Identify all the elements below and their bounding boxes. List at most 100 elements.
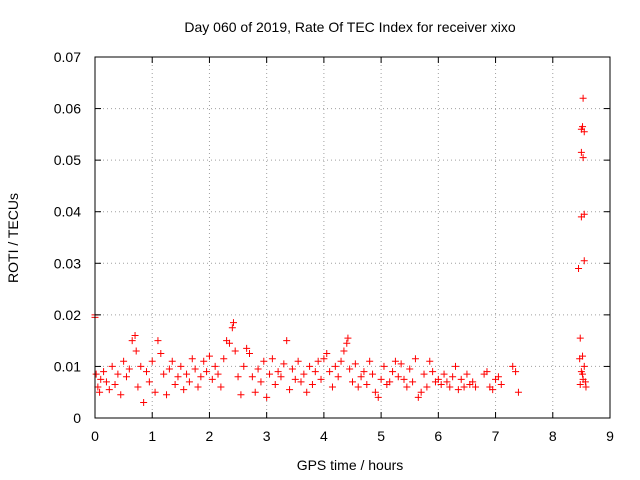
data-point-marker [579,370,587,378]
data-point-marker [374,393,382,401]
data-point-marker [160,370,168,378]
data-point-marker [194,383,202,391]
data-point-marker [366,357,374,365]
data-point-marker [191,365,199,373]
data-point-marker [386,378,394,386]
data-point-marker [131,331,139,339]
data-point-marker [457,375,465,383]
data-point-marker [354,383,362,391]
x-tick-label: 5 [377,428,385,444]
data-point-marker [363,380,371,388]
data-point-marker [371,388,379,396]
data-point-marker [257,378,265,386]
data-point-marker [512,368,520,376]
data-point-marker [334,373,342,381]
data-point-marker [440,370,448,378]
data-points [91,94,590,407]
data-point-marker [403,383,411,391]
data-point-marker [266,370,274,378]
data-point-marker [391,357,399,365]
x-tick-label: 8 [549,428,557,444]
data-point-marker [323,350,331,358]
x-tick-label: 4 [320,428,328,444]
data-point-marker [151,388,159,396]
data-point-marker [317,375,325,383]
data-point-marker [100,368,108,376]
data-point-marker [125,365,133,373]
data-point-marker [163,391,171,399]
data-point-marker [394,373,402,381]
data-point-marker [171,380,179,388]
data-point-marker [434,375,442,383]
x-axis-label: GPS time / hours [297,457,404,473]
data-point-marker [102,378,110,386]
data-point-marker [346,365,354,373]
data-point-marker [331,362,339,370]
data-point-marker [248,373,256,381]
data-point-marker [274,368,282,376]
data-point-marker [580,257,588,265]
data-point-marker [234,373,242,381]
data-point-marker [208,375,216,383]
data-point-marker [137,362,145,370]
data-point-marker [311,368,319,376]
data-point-marker [483,368,491,376]
data-point-marker [96,388,104,396]
y-axis-label: ROTI / TECUs [5,193,21,283]
data-point-marker [231,347,239,355]
data-point-marker [576,334,584,342]
data-point-marker [349,378,356,386]
data-point-marker [145,378,153,386]
data-point-marker [260,357,268,365]
data-point-marker [203,368,211,376]
data-point-marker [360,368,368,376]
data-point-marker [92,370,100,378]
data-point-marker [303,388,311,396]
data-point-marker [449,373,457,381]
data-point-marker [268,355,276,363]
data-point-marker [246,350,253,358]
data-point-marker [197,373,205,381]
y-tick-label: 0.05 [54,152,81,168]
data-point-marker [472,383,480,391]
data-point-marker [148,357,156,365]
data-point-marker [446,383,454,391]
data-point-marker [514,388,522,396]
y-tick-label: 0.03 [54,255,81,271]
x-tick-label: 7 [492,428,500,444]
data-point-marker [291,375,299,383]
data-point-marker [423,383,431,391]
data-point-marker [579,154,587,162]
data-point-marker [308,380,316,388]
data-point-marker [344,334,352,342]
data-point-marker [460,383,468,391]
data-point-marker [575,264,583,272]
data-point-marker [314,357,322,365]
data-point-marker [582,383,590,391]
plot-frame [94,56,611,419]
data-point-marker [225,339,233,347]
data-point-marker [443,378,451,386]
data-point-marker [400,375,408,383]
data-point-marker [180,386,188,394]
data-point-marker [579,352,587,360]
data-point-marker [140,399,148,407]
data-point-marker [165,365,173,373]
data-point-marker [94,383,102,391]
y-tick-label: 0.02 [54,307,81,323]
data-point-marker [117,391,125,399]
data-point-marker [397,360,405,368]
data-point-marker [143,368,150,376]
data-point-marker [343,339,351,347]
data-point-marker [409,378,417,386]
y-tick-label: 0.06 [54,101,81,117]
x-tick-label: 9 [606,428,614,444]
data-point-marker [177,362,185,370]
data-point-marker [497,380,505,388]
data-point-marker [286,386,294,394]
data-point-marker [108,362,116,370]
y-tick-label: 0.07 [54,49,81,65]
y-tick-label: 0 [73,410,81,426]
data-point-marker [494,373,502,381]
data-point-marker [243,344,251,352]
